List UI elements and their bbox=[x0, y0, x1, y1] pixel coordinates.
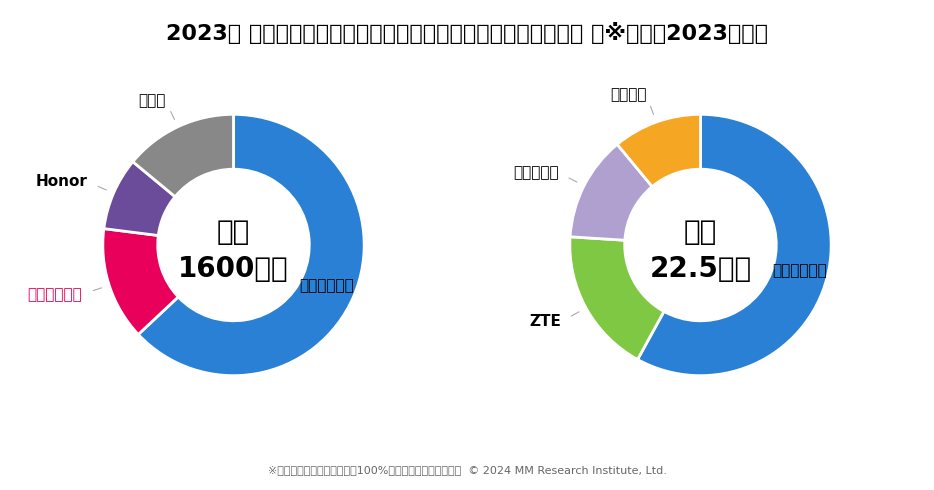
Text: Honor: Honor bbox=[35, 174, 87, 189]
Text: ※四捨五入の関係で合計値は100%とならない場合がある。  © 2024 MM Research Institute, Ltd.: ※四捨五入の関係で合計値は100%とならない場合がある。 © 2024 MM R… bbox=[267, 466, 667, 475]
Wedge shape bbox=[638, 114, 831, 376]
Wedge shape bbox=[104, 162, 175, 236]
Text: ファーウェイ: ファーウェイ bbox=[27, 287, 82, 302]
Text: 1600万台: 1600万台 bbox=[178, 254, 289, 283]
Text: グーグル: グーグル bbox=[610, 88, 646, 102]
Text: サムスン電子: サムスン電子 bbox=[300, 278, 354, 293]
Wedge shape bbox=[133, 114, 234, 196]
Text: ZTE: ZTE bbox=[529, 314, 560, 329]
Wedge shape bbox=[570, 237, 664, 360]
Wedge shape bbox=[617, 114, 700, 187]
Text: 2023年 折りたたみスマートフォンのメーカー別出荷台数シェア （※日本は2023年度）: 2023年 折りたたみスマートフォンのメーカー別出荷台数シェア （※日本は202… bbox=[166, 22, 768, 44]
Wedge shape bbox=[570, 145, 652, 240]
Text: その他: その他 bbox=[138, 93, 165, 108]
Text: モトローラ: モトローラ bbox=[513, 165, 559, 180]
Text: 世界: 世界 bbox=[217, 218, 250, 246]
Text: 22.5万台: 22.5万台 bbox=[649, 254, 752, 283]
Text: 日本: 日本 bbox=[684, 218, 717, 246]
Wedge shape bbox=[103, 229, 178, 335]
Text: サムスン電子: サムスン電子 bbox=[771, 263, 827, 278]
Wedge shape bbox=[138, 114, 364, 376]
